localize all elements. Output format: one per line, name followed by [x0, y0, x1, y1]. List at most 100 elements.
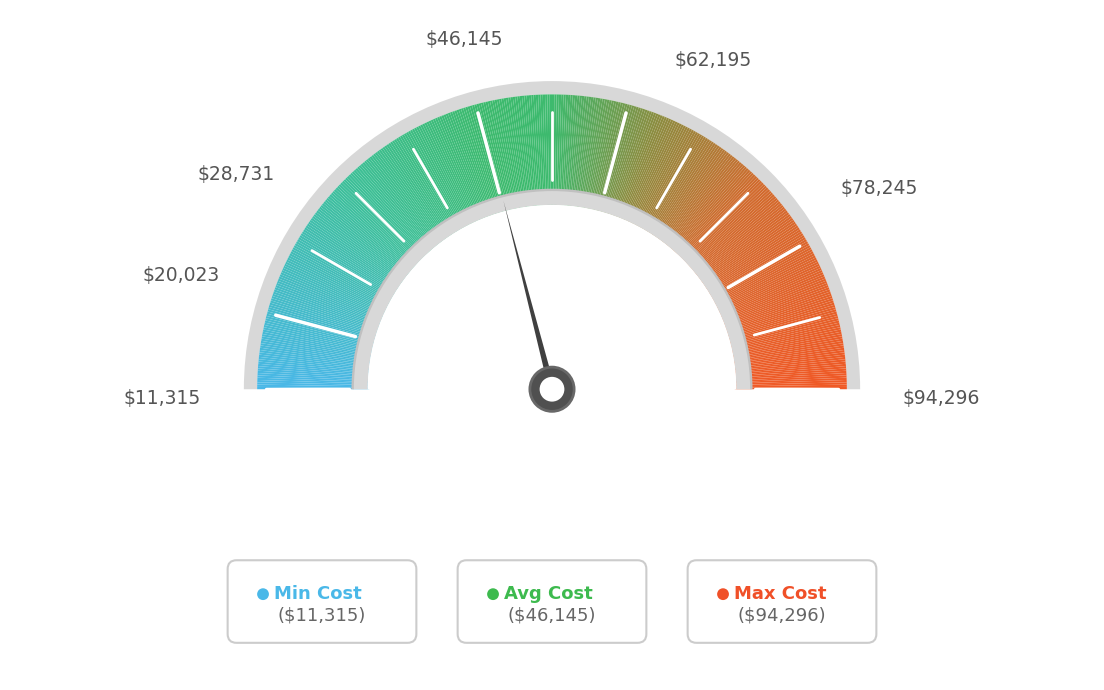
Wedge shape: [710, 241, 808, 299]
Wedge shape: [733, 355, 845, 369]
Wedge shape: [661, 153, 731, 244]
Wedge shape: [682, 182, 764, 262]
Wedge shape: [376, 150, 445, 242]
Wedge shape: [353, 170, 431, 254]
Wedge shape: [257, 371, 370, 380]
Wedge shape: [606, 108, 641, 215]
Wedge shape: [641, 132, 698, 230]
Wedge shape: [319, 207, 408, 277]
Wedge shape: [355, 168, 431, 253]
Text: $28,731: $28,731: [198, 165, 275, 184]
Wedge shape: [721, 279, 826, 322]
Wedge shape: [596, 103, 625, 212]
Wedge shape: [595, 103, 623, 212]
Wedge shape: [728, 307, 836, 339]
Wedge shape: [733, 353, 845, 368]
Wedge shape: [524, 95, 537, 207]
Wedge shape: [325, 199, 412, 273]
Wedge shape: [259, 348, 371, 365]
Wedge shape: [734, 364, 846, 375]
Wedge shape: [633, 124, 683, 226]
Wedge shape: [673, 170, 751, 254]
Wedge shape: [278, 279, 383, 322]
Wedge shape: [322, 203, 411, 275]
Wedge shape: [693, 203, 782, 275]
Wedge shape: [583, 99, 605, 209]
Wedge shape: [676, 172, 754, 256]
Wedge shape: [735, 384, 847, 388]
Wedge shape: [506, 98, 524, 208]
Wedge shape: [648, 138, 708, 234]
Wedge shape: [654, 144, 718, 238]
Wedge shape: [293, 247, 392, 302]
Wedge shape: [316, 210, 406, 279]
Wedge shape: [535, 95, 543, 207]
Wedge shape: [392, 140, 454, 236]
Wedge shape: [350, 172, 428, 256]
Wedge shape: [721, 277, 826, 321]
Wedge shape: [726, 300, 834, 335]
Wedge shape: [268, 307, 376, 339]
Wedge shape: [477, 104, 507, 213]
Circle shape: [540, 377, 564, 402]
Wedge shape: [716, 259, 818, 310]
Wedge shape: [272, 296, 379, 333]
Wedge shape: [683, 184, 765, 263]
Wedge shape: [580, 98, 598, 208]
Wedge shape: [381, 148, 447, 241]
Wedge shape: [733, 348, 845, 365]
Wedge shape: [275, 285, 381, 326]
Wedge shape: [375, 152, 444, 243]
Wedge shape: [258, 359, 370, 372]
Wedge shape: [301, 231, 397, 293]
Wedge shape: [712, 247, 811, 302]
Wedge shape: [278, 277, 383, 321]
Wedge shape: [285, 262, 388, 311]
Wedge shape: [659, 150, 728, 242]
Wedge shape: [734, 373, 847, 381]
Wedge shape: [619, 115, 662, 220]
Wedge shape: [453, 111, 491, 217]
Text: $11,315: $11,315: [124, 389, 201, 408]
Wedge shape: [734, 357, 846, 371]
Wedge shape: [640, 131, 697, 230]
Wedge shape: [724, 292, 831, 330]
Wedge shape: [266, 316, 375, 345]
Wedge shape: [400, 135, 459, 233]
Wedge shape: [343, 179, 424, 260]
Wedge shape: [522, 96, 534, 208]
Wedge shape: [622, 117, 667, 221]
Wedge shape: [612, 110, 649, 217]
Wedge shape: [699, 214, 790, 282]
Wedge shape: [370, 156, 440, 246]
Wedge shape: [680, 179, 761, 260]
Wedge shape: [732, 339, 842, 359]
Wedge shape: [585, 99, 607, 210]
Wedge shape: [624, 118, 669, 221]
Wedge shape: [704, 226, 798, 289]
Wedge shape: [637, 128, 692, 228]
Polygon shape: [503, 201, 555, 390]
Wedge shape: [339, 184, 421, 263]
Wedge shape: [662, 155, 733, 245]
Wedge shape: [257, 375, 370, 382]
Wedge shape: [270, 300, 378, 335]
Wedge shape: [267, 309, 376, 341]
Wedge shape: [710, 239, 807, 297]
Wedge shape: [609, 110, 648, 216]
Wedge shape: [463, 108, 498, 215]
Wedge shape: [603, 106, 637, 214]
Wedge shape: [497, 99, 519, 210]
Wedge shape: [244, 81, 860, 389]
Wedge shape: [450, 112, 490, 218]
Wedge shape: [520, 96, 533, 208]
Text: Max Cost: Max Cost: [734, 585, 827, 603]
Wedge shape: [635, 126, 688, 227]
Wedge shape: [257, 387, 369, 389]
Wedge shape: [300, 233, 396, 294]
Wedge shape: [448, 112, 489, 218]
Wedge shape: [368, 157, 438, 246]
Wedge shape: [296, 241, 394, 299]
Wedge shape: [258, 357, 370, 371]
Wedge shape: [357, 166, 432, 252]
